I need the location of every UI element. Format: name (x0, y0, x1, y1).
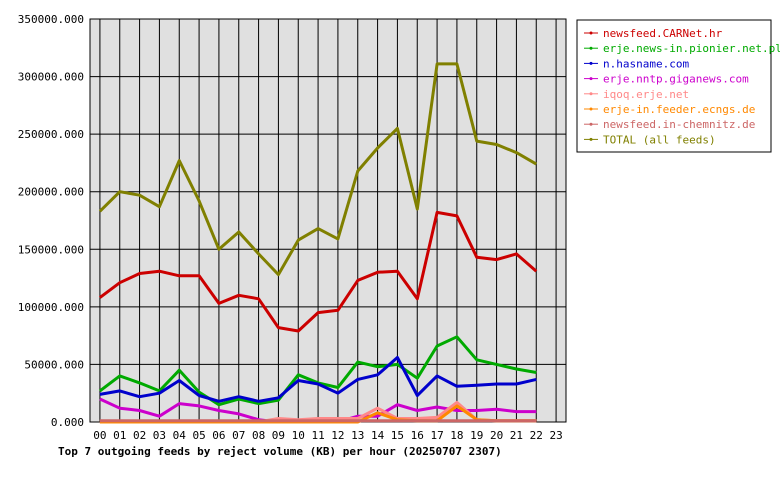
series-line-2 (99, 356, 537, 403)
legend-marker (589, 92, 593, 96)
legend-entry: erje.nntp.giganews.com (603, 73, 749, 86)
legend-entry: TOTAL (all feeds) (603, 133, 716, 146)
chart-title: Top 7 outgoing feeds by reject volume (K… (58, 445, 502, 458)
x-tick-label: 03 (153, 429, 166, 442)
legend-box (576, 19, 772, 153)
x-tick-label: 02 (133, 429, 146, 442)
x-tick-label: 08 (252, 429, 265, 442)
x-tick-label: 23 (549, 429, 562, 442)
x-tick-label: 20 (490, 429, 503, 442)
y-tick-labels: 0.000 50000.000 100000.000 150000.000 200000… (18, 13, 84, 429)
plot-area (89, 18, 567, 423)
legend-marker (589, 77, 593, 81)
legend-entry: erje-in.feeder.ecngs.de (603, 103, 755, 116)
x-tick-label: 00 (93, 429, 106, 442)
x-tick-label: 21 (510, 429, 523, 442)
x-tick-label: 19 (470, 429, 483, 442)
legend-entry: iqoq.erje.net (603, 88, 689, 101)
x-tick-label: 05 (192, 429, 205, 442)
x-tick-label: 04 (173, 429, 187, 442)
y-tick-label: 200000.000 (18, 186, 84, 199)
x-tick-label: 11 (311, 429, 324, 442)
x-tick-label: 09 (272, 429, 285, 442)
x-tick-label: 01 (113, 429, 126, 442)
series-line-0 (99, 210, 538, 333)
x-tick-label: 18 (450, 429, 463, 442)
legend-marker (589, 61, 593, 65)
x-tick-label: 22 (530, 429, 543, 442)
legend-marker (589, 137, 593, 141)
x-tick-label: 12 (331, 429, 344, 442)
y-tick-label: 300000.000 (18, 71, 84, 84)
series-line-7 (98, 62, 538, 277)
x-tick-label: 13 (351, 429, 364, 442)
legend-entry: newsfeed.in-chemnitz.de (603, 118, 755, 131)
legend-entry: n.hasname.com (603, 57, 689, 70)
grid (90, 19, 566, 422)
y-tick-label: 0.000 (51, 416, 84, 429)
y-tick-label: 350000.000 (18, 13, 84, 26)
legend-entry: erje.news-in.pionier.net.pl (603, 42, 780, 55)
x-tick-label: 14 (371, 429, 385, 442)
y-tick-label: 150000.000 (18, 243, 84, 256)
series-lines (98, 62, 538, 424)
x-tick-label: 17 (430, 429, 443, 442)
legend-marker (589, 46, 593, 50)
x-tick-label: 10 (292, 429, 305, 442)
x-tick-label: 15 (391, 429, 404, 442)
x-tick-label: 07 (232, 429, 245, 442)
y-tick-label: 250000.000 (18, 128, 84, 141)
legend-marker (589, 31, 593, 35)
legend: newsfeed.CARNet.hr erje.news-in.pionier.n… (576, 19, 780, 153)
legend-marker (589, 122, 593, 126)
x-tick-label: 06 (212, 429, 225, 442)
x-tick-label: 16 (411, 429, 424, 442)
legend-entry: newsfeed.CARNet.hr (603, 27, 723, 40)
y-tick-label: 100000.000 (18, 301, 84, 314)
y-tick-label: 50000.000 (24, 358, 84, 371)
legend-marker (589, 107, 593, 111)
x-tick-labels: 00 01 02 03 04 05 06 07 08 09 10 11 12 13 14 15 16 17 18 19… (93, 429, 562, 442)
